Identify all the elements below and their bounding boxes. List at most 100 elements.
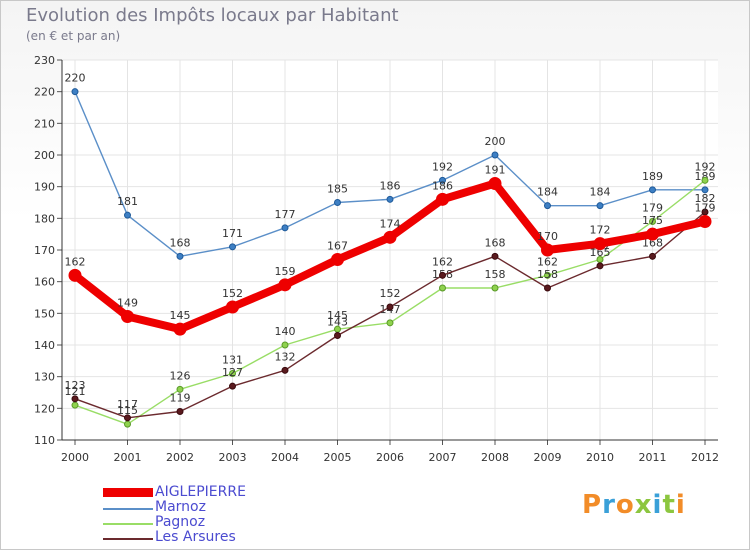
logo-letter: x — [634, 490, 653, 520]
point-marnoz — [596, 202, 604, 210]
data-label-pagnoz: 179 — [642, 202, 663, 215]
data-label-aiglepierre: 175 — [642, 214, 663, 227]
data-label-les-arsures: 152 — [380, 287, 401, 300]
point-marnoz — [439, 176, 446, 184]
x-tick-label: 2003 — [219, 451, 247, 464]
data-label-les-arsures: 162 — [432, 255, 453, 268]
data-label-marnoz: 184 — [537, 186, 558, 199]
y-tick-label: 170 — [34, 244, 55, 257]
point-les-arsures — [596, 262, 604, 270]
data-label-les-arsures: 123 — [65, 379, 86, 392]
point-pagnoz — [71, 401, 79, 409]
legend-swatch-les-arsures — [103, 538, 153, 540]
point-aiglepierre — [226, 300, 239, 314]
x-tick-label: 2012 — [691, 451, 719, 464]
data-label-aiglepierre: 145 — [170, 309, 191, 322]
data-label-marnoz: 177 — [275, 208, 296, 221]
point-pagnoz — [491, 284, 499, 292]
point-aiglepierre — [698, 215, 712, 228]
y-tick-label: 190 — [34, 181, 55, 194]
data-label-marnoz: 189 — [695, 170, 716, 183]
data-label-aiglepierre: 149 — [117, 297, 138, 310]
point-aiglepierre — [68, 268, 82, 282]
data-label-pagnoz: 121 — [65, 385, 86, 398]
logo-letter: o — [615, 490, 635, 520]
point-marnoz — [229, 243, 236, 251]
data-label-aiglepierre: 186 — [432, 179, 453, 192]
data-label-aiglepierre: 152 — [222, 287, 243, 300]
logo-letter: i — [652, 490, 663, 520]
y-tick-label: 180 — [34, 212, 55, 225]
point-marnoz — [491, 151, 499, 159]
data-label-aiglepierre: 167 — [327, 240, 348, 253]
x-tick-label: 2010 — [586, 451, 614, 464]
legend-label-pagnoz: Pagnoz — [155, 514, 206, 530]
point-les-arsures — [124, 414, 131, 422]
y-tick-label: 160 — [34, 276, 55, 289]
x-tick-label: 2009 — [534, 451, 562, 464]
point-pagnoz — [439, 284, 446, 292]
x-tick-label: 2006 — [376, 451, 404, 464]
point-pagnoz — [176, 385, 184, 393]
proxiti-logo: Proxiti — [582, 490, 686, 520]
legend-swatch-marnoz — [103, 508, 153, 510]
point-marnoz — [124, 211, 131, 219]
legend-swatch-pagnoz — [103, 523, 153, 525]
data-label-marnoz: 181 — [117, 195, 138, 208]
point-aiglepierre — [331, 253, 344, 266]
point-les-arsures — [71, 395, 79, 403]
chart-title: Evolution des Impôts locaux par Habitant — [26, 5, 399, 26]
data-label-aiglepierre: 170 — [537, 230, 558, 243]
data-label-pagnoz: 131 — [222, 354, 243, 367]
point-marnoz — [71, 88, 79, 96]
y-tick-label: 130 — [34, 371, 55, 384]
data-label-aiglepierre: 191 — [485, 164, 506, 177]
data-label-marnoz: 192 — [432, 160, 453, 173]
data-label-les-arsures: 158 — [537, 268, 558, 281]
point-pagnoz — [649, 218, 656, 225]
point-les-arsures — [334, 332, 341, 339]
x-tick-label: 2000 — [61, 451, 89, 464]
data-label-marnoz: 184 — [590, 186, 611, 199]
chart-subtitle: (en € et par an) — [26, 29, 121, 43]
point-marnoz — [649, 186, 656, 194]
data-label-aiglepierre: 172 — [590, 224, 611, 237]
data-label-les-arsures: 168 — [642, 236, 663, 249]
point-les-arsures — [649, 252, 656, 260]
data-label-les-arsures: 168 — [485, 236, 506, 249]
y-tick-label: 200 — [34, 149, 55, 162]
x-tick-label: 2011 — [639, 451, 667, 464]
data-label-pagnoz: 115 — [117, 404, 138, 417]
data-label-les-arsures: 127 — [222, 366, 243, 379]
point-aiglepierre — [173, 322, 187, 336]
point-pagnoz — [544, 271, 551, 279]
data-label-les-arsures: 119 — [170, 392, 191, 405]
logo-letter: i — [675, 490, 686, 520]
legend-label-aiglepierre: AIGLEPIERRE — [155, 484, 246, 500]
x-tick-label: 2005 — [324, 451, 352, 464]
point-marnoz — [544, 202, 551, 210]
y-tick-label: 140 — [34, 339, 55, 352]
point-les-arsures — [281, 366, 289, 374]
y-tick-label: 150 — [34, 307, 55, 320]
data-label-les-arsures: 132 — [275, 350, 296, 363]
logo-letter: t — [662, 490, 676, 520]
y-tick-label: 210 — [34, 117, 55, 130]
data-label-marnoz: 186 — [380, 179, 401, 192]
data-label-les-arsures: 165 — [590, 246, 611, 259]
data-label-pagnoz: 192 — [695, 160, 716, 173]
x-tick-label: 2004 — [271, 451, 299, 464]
y-tick-label: 120 — [34, 402, 55, 415]
legend-swatch-aiglepierre — [103, 488, 153, 497]
logo-text: Proxiti — [582, 490, 686, 520]
point-marnoz — [701, 186, 709, 194]
data-label-marnoz: 189 — [642, 170, 663, 183]
legend-label-les-arsures: Les Arsures — [155, 529, 236, 545]
point-marnoz — [281, 224, 289, 232]
point-pagnoz — [386, 319, 394, 327]
data-label-pagnoz: 158 — [485, 268, 506, 281]
x-tick-label: 2001 — [114, 451, 142, 464]
point-aiglepierre — [488, 177, 502, 190]
x-tick-label: 2007 — [429, 451, 457, 464]
point-aiglepierre — [436, 192, 449, 206]
